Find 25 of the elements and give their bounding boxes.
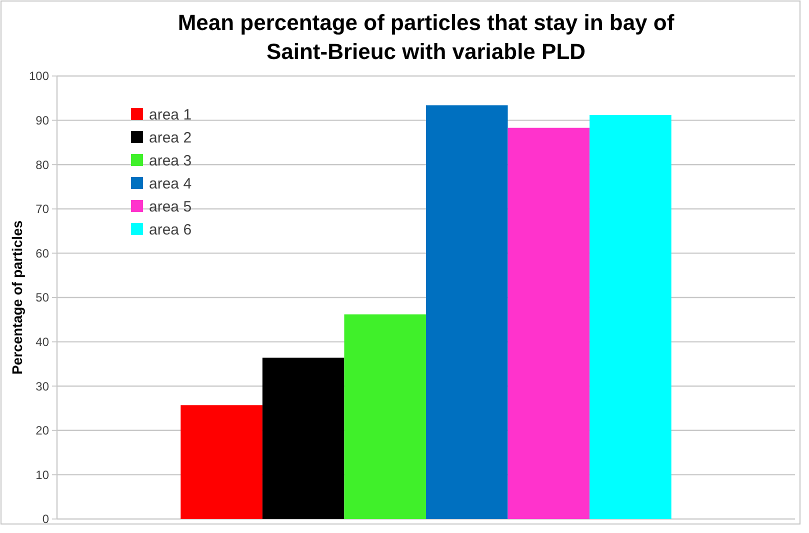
legend-label: area 3 — [149, 152, 192, 170]
legend-label: area 6 — [149, 221, 192, 238]
legend-label: area 5 — [149, 198, 192, 216]
bar — [344, 314, 426, 519]
legend-label: area 4 — [149, 175, 192, 192]
y-axis-title: Percentage of particles — [9, 220, 25, 375]
y-tick-label: 90 — [36, 114, 50, 128]
y-tick-label: 30 — [36, 379, 50, 394]
bar — [180, 405, 262, 519]
bar — [508, 128, 590, 519]
y-tick-label: 80 — [36, 158, 50, 172]
chart-title: Mean percentage of particles that stay in bay of Saint-Brieuc with variable PLD — [178, 10, 675, 64]
legend-label: area 1 — [149, 106, 192, 124]
legend-label: area 2 — [149, 129, 192, 146]
y-tick-label: 0 — [42, 512, 50, 526]
y-tick-label: 50 — [36, 290, 50, 305]
y-tick-label: 70 — [36, 202, 50, 216]
bar — [426, 105, 508, 519]
y-tick-label: 10 — [36, 468, 50, 482]
bar — [590, 114, 672, 519]
y-tick-label: 60 — [36, 246, 50, 260]
y-tick-label: 100 — [28, 69, 50, 84]
bar — [262, 358, 344, 519]
y-tick-label: 40 — [36, 335, 50, 349]
y-tick-label: 20 — [36, 424, 50, 438]
